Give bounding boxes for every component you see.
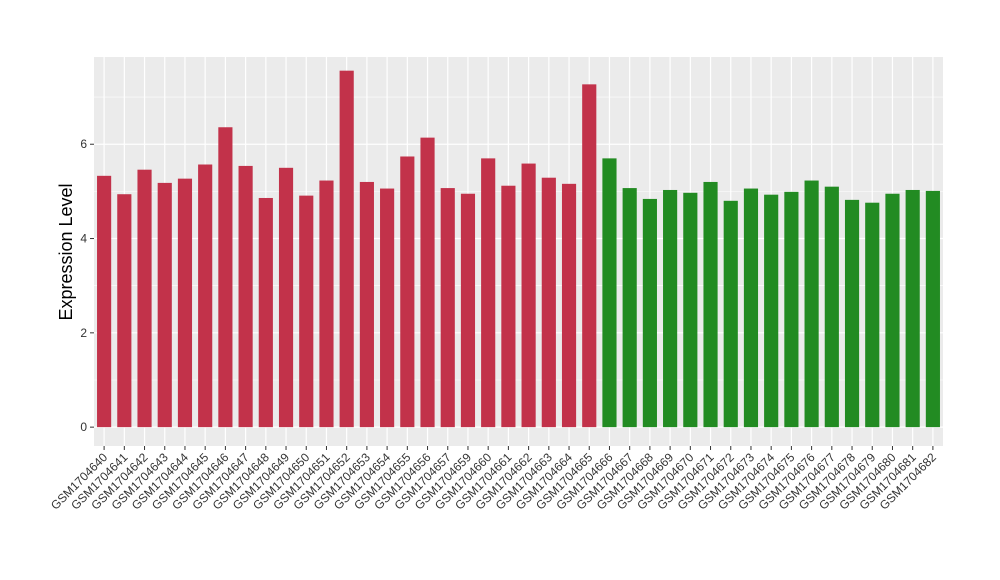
bar-GSM1704659 <box>460 193 476 428</box>
bar-GSM1704644 <box>177 178 193 428</box>
bar-GSM1704664 <box>561 183 577 428</box>
bar-GSM1704651 <box>319 180 334 428</box>
panel-background <box>94 57 943 446</box>
bar-GSM1704646 <box>218 127 233 428</box>
y-axis-title: Expression Level <box>56 183 76 320</box>
bar-GSM1704665 <box>582 84 597 428</box>
bar-GSM1704668 <box>642 198 657 428</box>
bar-GSM1704648 <box>258 197 273 428</box>
bar-GSM1704642 <box>137 169 152 428</box>
bar-GSM1704650 <box>299 195 314 428</box>
bar-GSM1704652 <box>339 70 354 428</box>
bar-GSM1704680 <box>885 193 900 428</box>
bar-GSM1704661 <box>501 185 516 428</box>
bar-GSM1704647 <box>238 165 253 428</box>
bar-GSM1704666 <box>602 158 617 428</box>
bar-GSM1704673 <box>743 188 759 428</box>
bar-GSM1704676 <box>804 180 819 428</box>
y-tick-label: 4 <box>80 232 87 246</box>
bar-GSM1704670 <box>683 192 698 428</box>
bar-GSM1704640 <box>97 175 112 428</box>
y-tick-label: 6 <box>80 137 87 151</box>
bar-GSM1704660 <box>481 158 496 428</box>
bar-GSM1704641 <box>117 194 132 428</box>
bar-GSM1704682 <box>925 190 940 428</box>
bar-GSM1704681 <box>905 189 920 428</box>
bar-GSM1704678 <box>844 199 860 428</box>
bar-GSM1704645 <box>198 164 213 428</box>
y-tick-label: 2 <box>80 326 87 340</box>
bar-GSM1704674 <box>764 194 779 428</box>
bar-GSM1704677 <box>824 186 839 428</box>
bar-GSM1704657 <box>440 188 455 428</box>
bar-GSM1704662 <box>521 163 536 428</box>
bar-GSM1704675 <box>784 191 799 428</box>
bar-GSM1704655 <box>400 156 415 428</box>
bar-GSM1704643 <box>157 182 172 428</box>
bar-GSM1704679 <box>865 202 880 428</box>
bar-GSM1704656 <box>420 137 435 428</box>
bar-GSM1704669 <box>663 189 678 428</box>
bar-GSM1704667 <box>622 188 637 428</box>
bar-GSM1704654 <box>380 188 395 428</box>
bar-GSM1704671 <box>703 181 718 428</box>
y-tick-label: 0 <box>80 420 87 434</box>
bars <box>97 70 940 428</box>
bar-GSM1704663 <box>541 177 556 428</box>
bar-GSM1704653 <box>359 181 374 428</box>
y-axis: 0 2 4 6 <box>80 137 94 434</box>
x-axis: GSM1704640GSM1704641GSM1704642GSM1704643… <box>48 446 939 512</box>
bar-GSM1704649 <box>278 167 294 428</box>
bar-GSM1704672 <box>723 200 738 428</box>
